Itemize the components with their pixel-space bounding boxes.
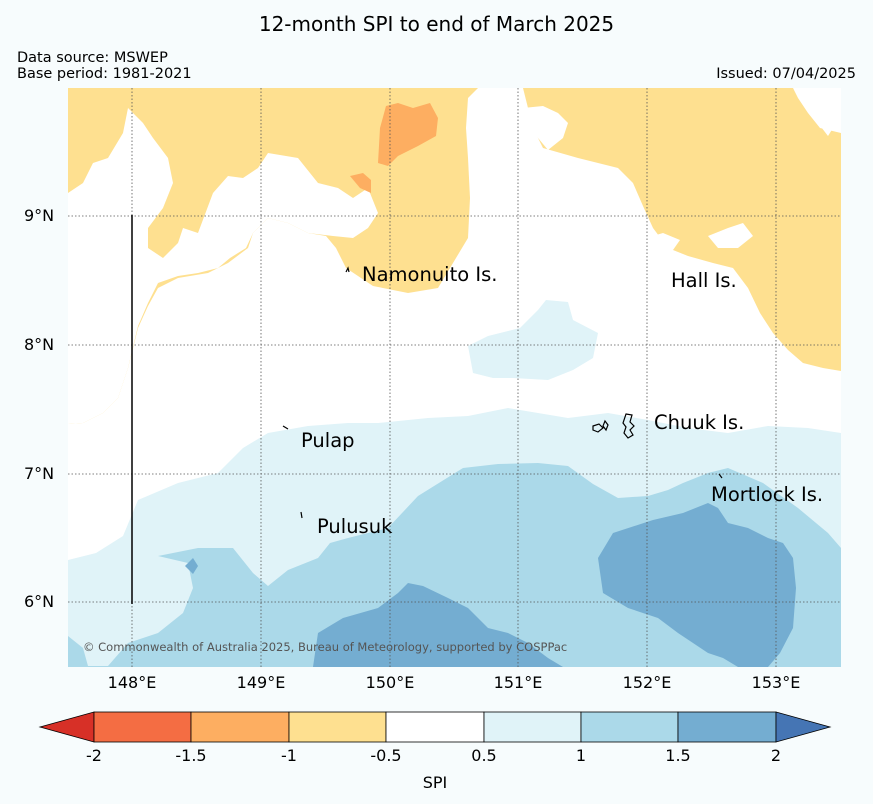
spi-1.5-2-area [313, 583, 563, 667]
lon-label-149e: 149°E [236, 673, 286, 692]
lat-label-7n: 7°N [24, 464, 55, 483]
colorbar-segment-1 [93, 711, 192, 743]
chuuk-island-outline-a [592, 419, 609, 433]
spi-near-normal-hole-3 [523, 106, 568, 150]
colorbar-segment-7 [677, 711, 777, 743]
lon-label-153e: 153°E [751, 673, 801, 692]
lon-label-148e: 148°E [107, 673, 157, 692]
spi-1.5-2-area-west [185, 558, 198, 574]
colorbar-label: SPI [422, 773, 448, 792]
spi-1-1.5-area [68, 463, 841, 667]
issued-date-label: Issued: 07/04/2025 [716, 66, 856, 82]
lat-label-9n: 9°N [24, 206, 55, 225]
spi-dry-area-northeast [523, 88, 841, 371]
lon-label-152e: 152°E [622, 673, 672, 692]
spi-near-normal-hole-6 [818, 116, 833, 136]
place-label-mortlock: Mortlock Is. [711, 483, 824, 506]
spi-0.5-1-area-north [468, 300, 598, 380]
lat-label-6n: 6°N [24, 592, 55, 611]
spi-colorbar [38, 711, 832, 743]
colorbar-tick-label: -1 [281, 746, 297, 765]
data-source-label: Data source: MSWEP [17, 50, 168, 66]
colorbar-segment-4 [385, 711, 485, 743]
colorbar-tick-label: -1.5 [175, 746, 207, 765]
colorbar-segment-5 [483, 711, 582, 743]
page-title: 12-month SPI to end of March 2025 [258, 12, 615, 36]
spi-near-normal-hole-4 [646, 233, 680, 250]
place-label-chuuk: Chuuk Is. [654, 411, 745, 434]
lon-label-151e: 151°E [493, 673, 543, 692]
colorbar-tick-label: 1.5 [665, 746, 691, 765]
colorbar-segment-above-max [775, 711, 832, 743]
namonuito-island-outline [345, 266, 350, 273]
lon-label-150e: 150°E [365, 673, 415, 692]
colorbar-tick-label: -0.5 [370, 746, 402, 765]
colorbar-tick-label: 1 [575, 746, 587, 765]
spi-moderately-dry-area-2 [350, 173, 371, 193]
place-label-namonuito: Namonuito Is. [362, 263, 498, 286]
place-label-hall: Hall Is. [671, 269, 737, 292]
chuuk-island-outline-b [622, 413, 635, 439]
place-label-pulap: Pulap [301, 429, 355, 452]
spi-near-normal-hole-2 [86, 280, 118, 326]
colorbar-segment-6 [580, 711, 679, 743]
copyright-notice: © Commonwealth of Australia 2025, Bureau… [83, 640, 568, 654]
colorbar-segment-2 [190, 711, 290, 743]
graticule [68, 88, 841, 667]
colorbar-tick-label: 2 [770, 746, 782, 765]
spi-near-normal-hole-5 [708, 223, 753, 248]
base-period-label: Base period: 1981-2021 [17, 66, 192, 82]
spi-moderately-dry-area-1 [378, 103, 438, 166]
spi-near-normal-hole-1 [68, 108, 378, 424]
island-outlines [282, 266, 723, 519]
colorbar-segment-below-min [38, 711, 95, 743]
colorbar-tick-label: -2 [86, 746, 102, 765]
spi-1.5-2-area-east [598, 503, 796, 667]
spi-map-svg [68, 88, 841, 667]
mortlock-island-outline [718, 473, 723, 479]
pulusuk-island-outline [300, 511, 303, 519]
place-label-pulusuk: Pulusuk [317, 515, 393, 538]
colorbar-tick-label: 0.5 [471, 746, 497, 765]
colorbar-segment-3 [288, 711, 387, 743]
pulap-island-outline [282, 425, 289, 430]
lat-label-8n: 8°N [24, 335, 55, 354]
spi-map [68, 88, 841, 667]
